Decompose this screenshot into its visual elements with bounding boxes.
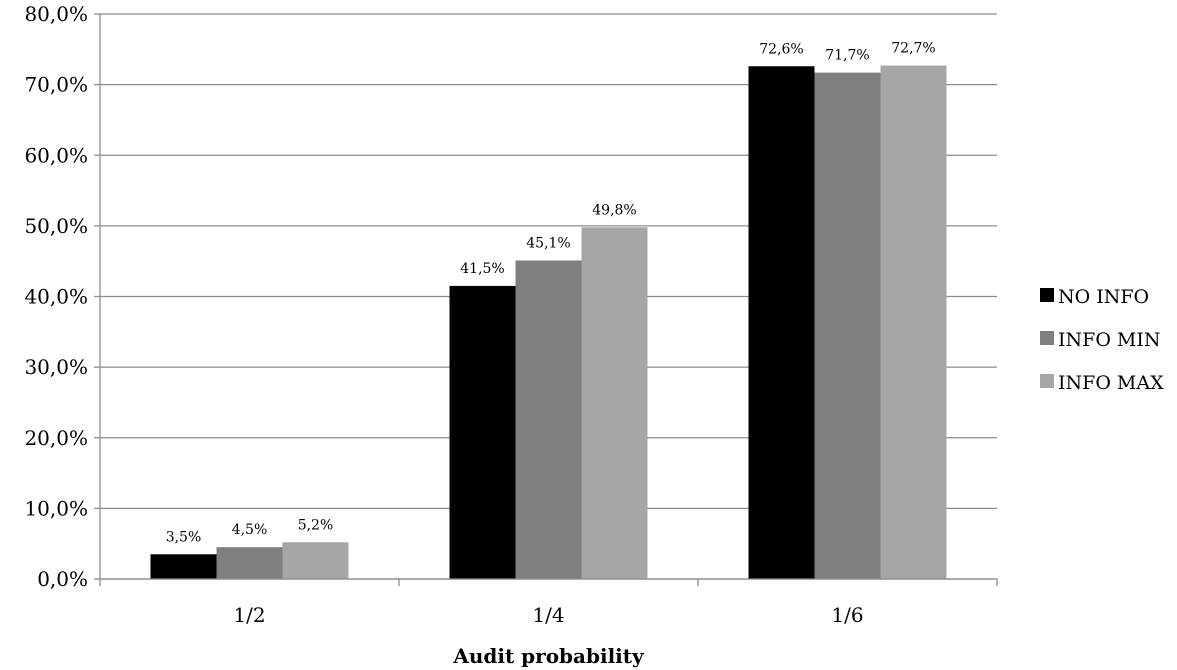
legend-swatch (1040, 288, 1054, 302)
y-tick-label: 10,0% (24, 496, 88, 520)
data-label: 49,8% (592, 202, 636, 218)
legend-swatch (1040, 331, 1054, 345)
legend: NO INFO INFO MIN INFO MAX (1040, 286, 1164, 394)
data-label: 72,7% (891, 41, 935, 57)
bar (216, 547, 283, 579)
y-axis-ticks: 0,0% 10,0% 20,0% 30,0% 40,0% 50,0% 60,0% 70,0% 8… (24, 2, 100, 591)
y-tick-label: 50,0% (24, 214, 88, 238)
x-tick-label: 1/4 (532, 603, 564, 627)
x-tick-label: 1/2 (233, 603, 265, 627)
x-tick-label: 1/6 (831, 603, 863, 627)
legend-swatch (1040, 374, 1054, 388)
data-label: 4,5% (232, 522, 268, 538)
bar (748, 66, 815, 579)
legend-label: INFO MIN (1058, 329, 1161, 351)
bar (449, 285, 516, 579)
y-tick-label: 60,0% (24, 143, 88, 167)
x-axis-title: Audit probability (452, 644, 645, 668)
legend-label: NO INFO (1058, 286, 1149, 308)
bar (515, 260, 582, 579)
bar (814, 72, 881, 580)
data-label: 41,5% (460, 261, 504, 277)
data-label: 3,5% (166, 529, 202, 545)
data-label: 72,6% (759, 41, 803, 57)
data-label: 45,1% (526, 235, 570, 251)
bar (282, 542, 349, 579)
data-label: 71,7% (825, 48, 869, 64)
bar (880, 65, 947, 579)
data-label: 5,2% (298, 517, 334, 533)
bar (581, 227, 648, 579)
y-tick-label: 30,0% (24, 355, 88, 379)
data-labels: 3,5% 4,5% 5,2% 41,5% 45,1% 49,8% 72,6% 71,7% 72,… (166, 41, 936, 546)
y-tick-label: 0,0% (37, 567, 88, 591)
y-tick-label: 80,0% (24, 2, 88, 26)
x-axis-ticks: 1/2 1/4 1/6 (99, 579, 998, 627)
y-tick-label: 20,0% (24, 426, 88, 450)
bar (150, 554, 217, 579)
y-tick-label: 40,0% (24, 285, 88, 309)
axes (99, 14, 997, 580)
legend-label: INFO MAX (1058, 372, 1164, 394)
y-tick-label: 70,0% (24, 73, 88, 97)
bars (150, 65, 947, 580)
